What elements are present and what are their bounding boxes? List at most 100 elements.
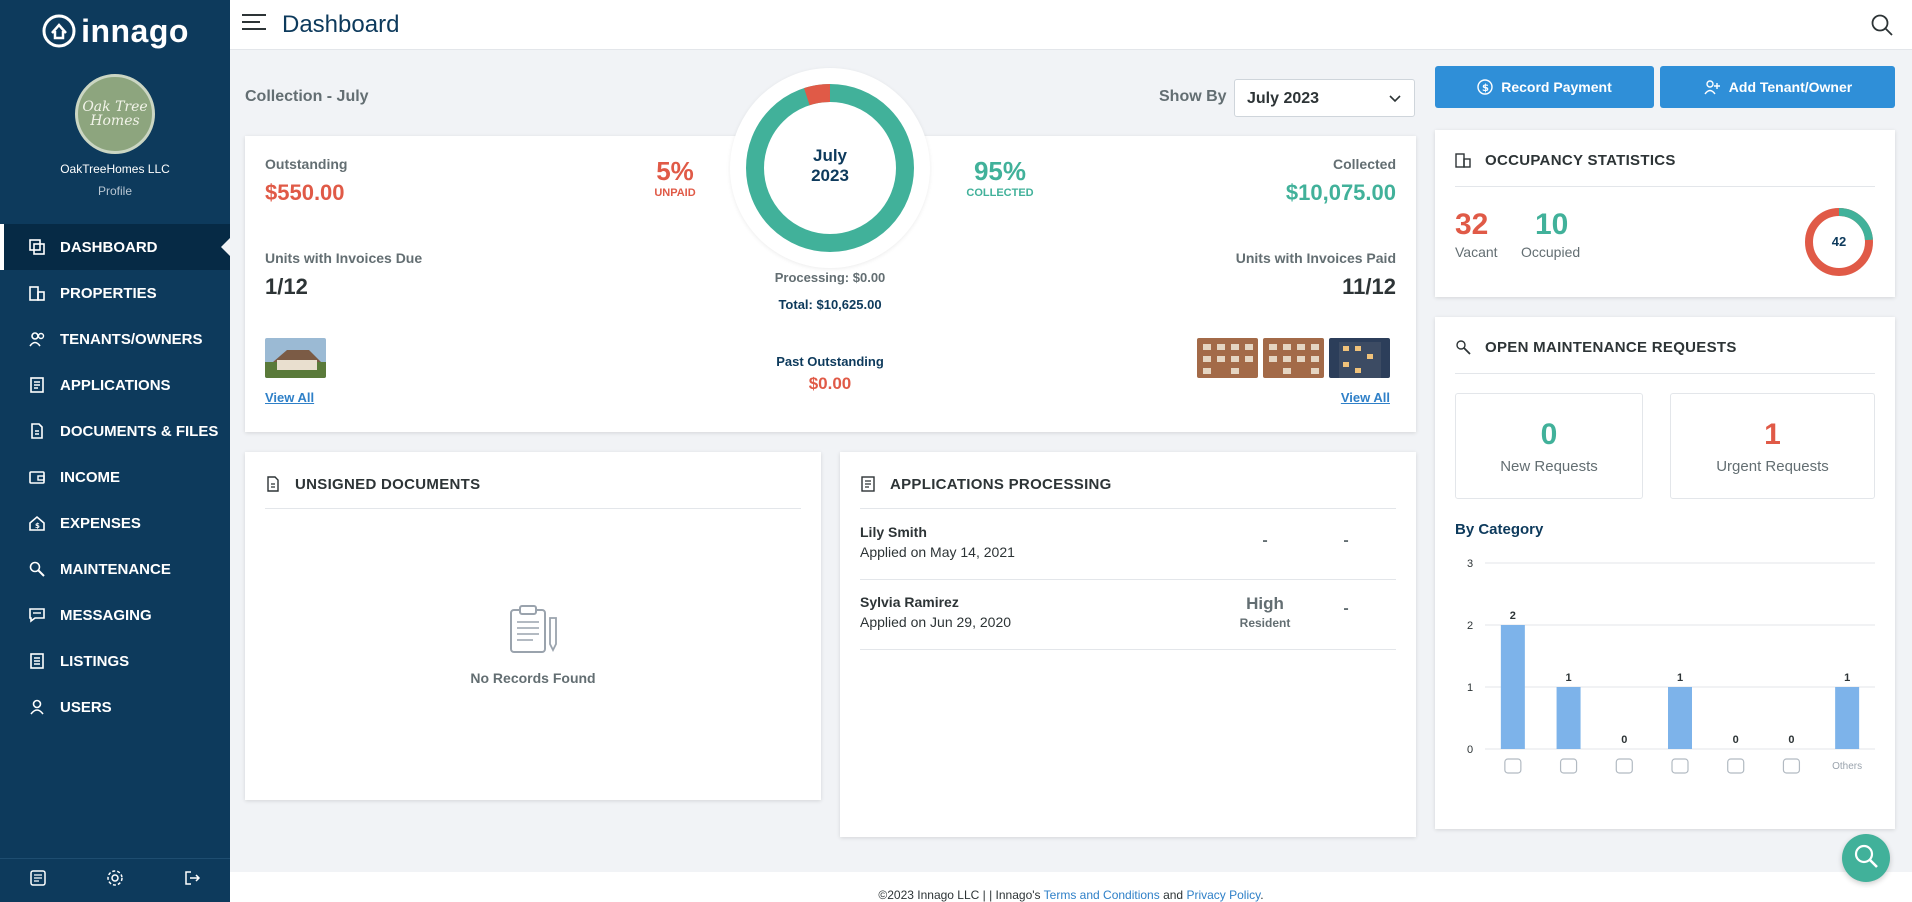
unsigned-title: UNSIGNED DOCUMENTS [295,476,481,493]
bar-value-label: 0 [1733,734,1739,746]
donut-center-label: July 2023 [730,146,930,186]
donut-month: July [812,146,848,165]
property-thumbnail[interactable] [1197,338,1258,378]
avatar[interactable]: Oak Tree Homes [75,74,155,154]
sidebar-item-tenants[interactable]: TENANTS/OWNERS [0,316,230,362]
sidebar-item-users[interactable]: USERS [0,684,230,730]
logo[interactable]: innago [0,0,230,58]
chevron-down-icon [1388,92,1402,111]
application-icon [860,476,876,497]
table-row[interactable]: Lily Smith Applied on May 14, 2021 - - [860,510,1396,580]
stove-icon [1615,758,1633,774]
outstanding-value: $550.00 [265,180,345,205]
category-bar-chart: 0 1 2 3 2 1 0 1 0 0 1 Others [1467,558,1875,774]
processing-amount: Processing: $0.00 [774,270,886,285]
past-outstanding-value: $0.00 [808,374,852,393]
applicant-date: Applied on May 14, 2021 [860,544,1015,560]
profile-link[interactable]: Profile [97,184,132,198]
bar-value-label: 1 [1677,672,1683,684]
sidebar-item-label: APPLICATIONS [60,376,171,394]
page-title: Dashboard [282,10,400,38]
sidebar-footer [0,858,230,902]
bar-value-label: 0 [1621,734,1627,746]
new-requests-count: 0 [1540,418,1558,451]
thermometer-icon-shape [1671,758,1689,774]
collected-percent-label: COLLECTED [966,187,1034,199]
sidebar-item-applications[interactable]: APPLICATIONS [0,362,230,408]
privacy-link[interactable]: Privacy Policy [1186,888,1261,902]
innago-logo-icon [42,14,76,48]
sidebar-item-properties[interactable]: PROPERTIES [0,270,230,316]
divider [1455,186,1875,187]
collection-label: Collection - July [245,88,369,105]
logout-icon[interactable] [183,869,201,892]
property-thumbnail[interactable] [265,338,326,383]
show-by-select[interactable]: July 2023 [1234,79,1415,117]
message-icon [28,606,46,624]
sidebar-item-income[interactable]: INCOME [0,454,230,500]
clipboard-icon [507,604,559,661]
search-icon[interactable] [1870,13,1894,42]
footer-period: . [1260,888,1264,902]
past-outstanding-label: Past Outstanding [776,354,884,369]
new-requests-box[interactable]: 0 New Requests [1455,393,1643,499]
gear-icon[interactable] [106,869,124,892]
record-payment-button[interactable]: $ Record Payment [1435,66,1654,108]
view-all-paid-link[interactable]: View All [1340,390,1390,405]
sidebar-item-expenses[interactable]: $ EXPENSES [0,500,230,546]
occupancy-donut-chart [1805,208,1873,276]
footer: ©2023 Innago LLC | | Innago's Terms and … [230,872,1912,902]
collection-donut: July 2023 [730,68,930,268]
washer-icon [1782,758,1801,774]
urgent-requests-box[interactable]: 1 Urgent Requests [1670,393,1875,499]
property-thumbnail[interactable] [1263,338,1324,378]
no-records-text: No Records Found [470,670,596,686]
vacant-label: Vacant [1455,244,1498,260]
sidebar-item-label: DOCUMENTS & FILES [60,422,219,440]
collected-value: $10,075.00 [1285,180,1396,205]
sidebar-item-label: TENANTS/OWNERS [60,330,203,348]
bar[interactable] [1500,625,1525,749]
table-row[interactable]: Sylvia Ramirez Applied on Jun 29, 2020 H… [860,580,1396,650]
help-search-button[interactable] [1842,834,1890,882]
occupied-arc [1805,208,1873,276]
property-thumbnail[interactable] [1329,338,1390,378]
document-icon [265,476,281,497]
stove-icon-shape [1615,758,1633,774]
urgent-requests-label: Urgent Requests [1716,458,1829,475]
sidebar-item-listings[interactable]: LISTINGS [0,638,230,684]
sidebar-item-label: MESSAGING [60,606,152,624]
sprinkler-icon [1504,758,1522,774]
thermometer-icon [1671,758,1689,774]
total-amount: Total: $10,625.00 [778,297,882,312]
hamburger-menu-icon[interactable] [242,13,266,36]
sidebar-item-documents[interactable]: DOCUMENTS & FILES [0,408,230,454]
occupied-count: 10 [1535,208,1569,241]
maintenance-card: OPEN MAINTENANCE REQUESTS 0 New Requests… [1435,317,1895,829]
bar-value-label: 1 [1844,672,1850,684]
notes-icon[interactable] [29,869,47,892]
view-all-due-link[interactable]: View All [265,390,315,405]
y-tick-label: 3 [1467,558,1473,570]
sidebar-item-maintenance[interactable]: MAINTENANCE [0,546,230,592]
sidebar-item-messaging[interactable]: MESSAGING [0,592,230,638]
new-requests-label: New Requests [1500,458,1598,475]
occupancy-card: OCCUPANCY STATISTICS 32 Vacant 10 Occupi… [1435,130,1895,297]
outstanding-label: Outstanding [265,156,348,172]
bar[interactable] [1835,687,1860,749]
applicant-name: Sylvia Ramirez [860,594,959,610]
bar[interactable] [1556,687,1581,749]
add-tenant-button[interactable]: Add Tenant/Owner [1660,66,1895,108]
bar[interactable] [1668,687,1692,749]
chef-hat-icon [1727,758,1745,774]
collection-donut-chart [746,83,914,252]
sidebar-item-label: DASHBOARD [60,238,158,256]
bar-value-label: 2 [1510,610,1516,622]
collected-summary: 95% COLLECTED [950,156,1050,199]
sidebar-item-label: MAINTENANCE [60,560,171,578]
terms-link[interactable]: Terms and Conditions [1043,888,1160,902]
sidebar-item-label: USERS [60,698,112,716]
applicant-score: - [1262,532,1268,549]
applicant-score-sub: Resident [1239,616,1291,630]
sidebar-item-dashboard[interactable]: DASHBOARD [0,224,230,270]
